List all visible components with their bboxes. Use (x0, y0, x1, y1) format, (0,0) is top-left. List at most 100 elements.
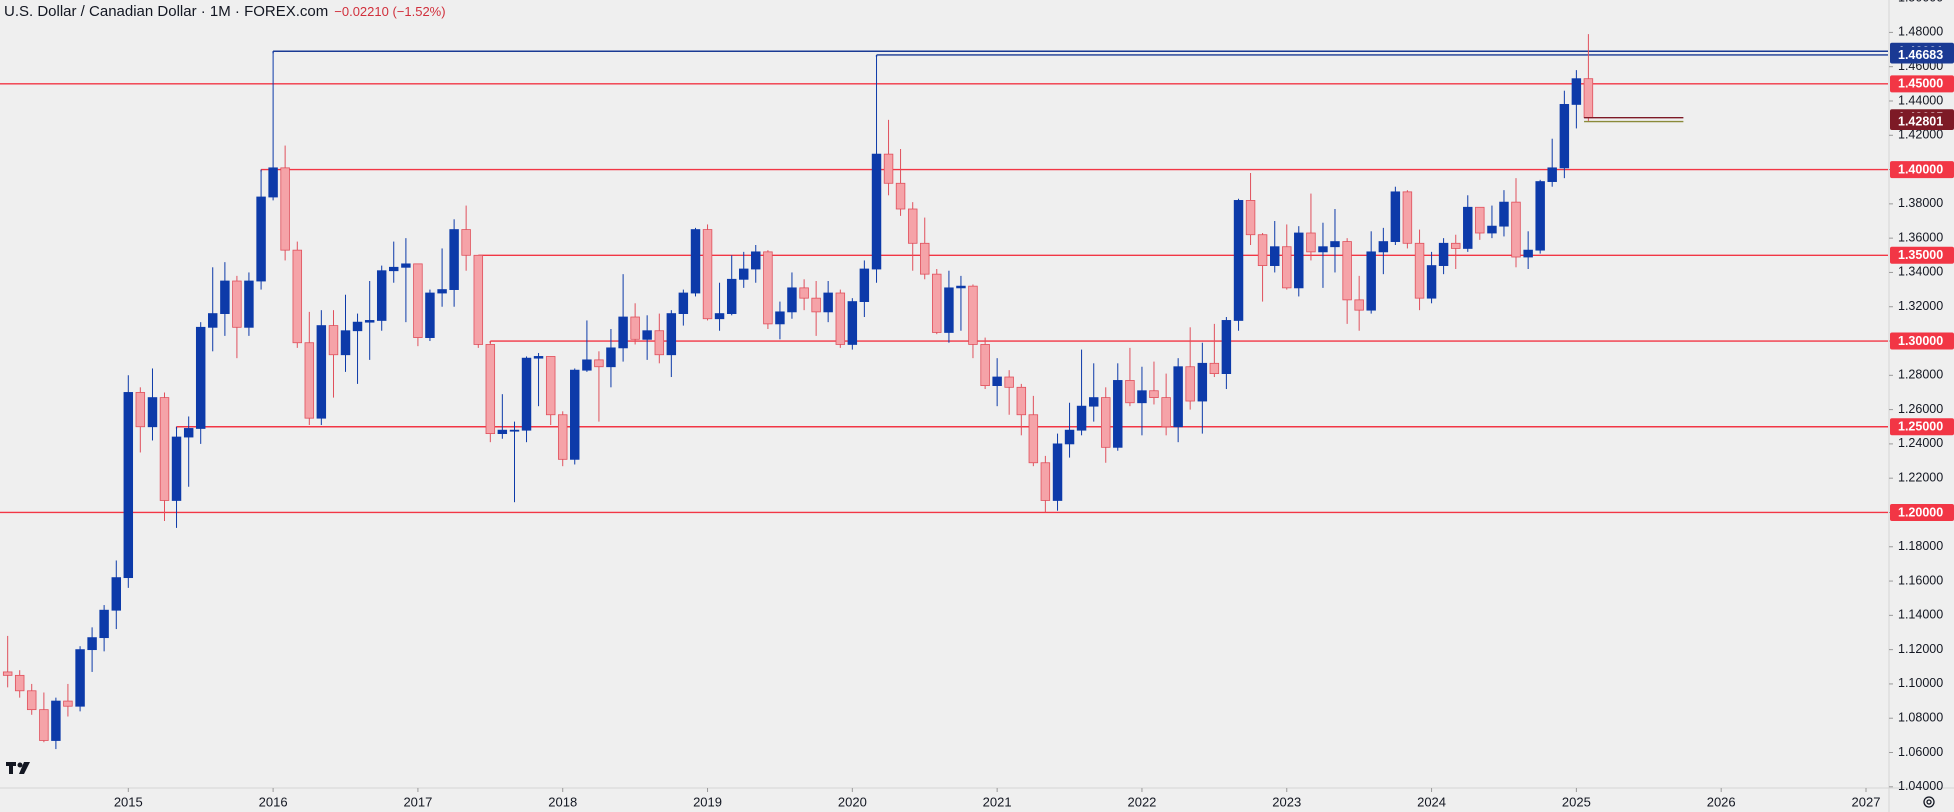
candle-body (763, 251, 773, 325)
candle-up (99, 605, 109, 652)
candle-body (1028, 414, 1039, 464)
candle-up (1233, 198, 1244, 331)
price-label-box (1890, 503, 1954, 521)
candle-up (1270, 221, 1280, 273)
candle-body (1101, 397, 1111, 448)
price-label-text: 1.25000 (1898, 420, 1943, 434)
candle-body (1076, 405, 1087, 431)
candle-body (401, 263, 411, 268)
candle-down (1161, 373, 1171, 436)
candle-up (268, 51, 278, 201)
y-tick-label: 1.16000 (1898, 573, 1943, 587)
candle-body (570, 369, 580, 460)
candle-body (292, 249, 303, 344)
candle-body (389, 266, 399, 272)
candle-up (1426, 251, 1437, 304)
candle-body (75, 649, 85, 707)
candle-body (1197, 362, 1208, 402)
candle-body (1354, 299, 1364, 311)
candle-body (895, 182, 906, 210)
candle-body (244, 280, 254, 328)
candle-body (1004, 376, 1014, 388)
candle-body (968, 285, 978, 345)
candle-up (690, 227, 701, 297)
y-tick-label: 1.38000 (1898, 196, 1943, 210)
settings-icon[interactable] (1923, 796, 1935, 808)
candle-down (1451, 234, 1461, 270)
candle-body (654, 330, 665, 356)
y-tick-label: 1.12000 (1898, 642, 1943, 656)
candle-body (992, 376, 1002, 386)
price-label-box (1890, 46, 1954, 64)
candle-down (835, 289, 846, 348)
y-tick-label: 1.18000 (1898, 539, 1943, 553)
x-tick-label: 2024 (1417, 794, 1446, 809)
candle-down (304, 311, 315, 426)
candle-down (811, 281, 821, 336)
candle-up (1052, 433, 1063, 511)
x-tick-label: 2017 (403, 794, 432, 809)
y-tick-label: 1.36000 (1898, 230, 1943, 244)
candle-body (751, 251, 761, 270)
candle-body (1511, 201, 1521, 258)
candle-up (956, 275, 966, 331)
candle-up (859, 260, 870, 318)
candle-body (485, 344, 496, 435)
candle-body (944, 287, 954, 333)
candle-up (256, 169, 266, 290)
candle-body (1475, 206, 1485, 234)
candle-body (1330, 241, 1340, 248)
y-tick-label: 1.24000 (1898, 436, 1943, 450)
candle-body (1366, 251, 1376, 311)
candle-body (787, 287, 797, 313)
candle-body (1426, 265, 1437, 299)
candle-up (726, 255, 737, 316)
candle-down (39, 692, 49, 743)
candle-down (702, 224, 713, 321)
candle-body (328, 325, 339, 356)
x-tick-label: 2021 (983, 794, 1012, 809)
candle-down (1245, 172, 1256, 246)
candle-body (352, 321, 363, 332)
candle-up (944, 270, 954, 343)
candle-down (461, 205, 471, 271)
candle-up (775, 301, 785, 340)
candle-down (630, 303, 640, 345)
y-tick-label: 1.04000 (1898, 779, 1943, 793)
candle-body (956, 285, 966, 289)
candle-body (183, 428, 194, 438)
candle-down (799, 279, 809, 311)
candle-up (171, 426, 182, 528)
candle-body (256, 196, 266, 282)
candle-body (702, 229, 713, 320)
candle-body (545, 356, 556, 416)
price-label-box (1890, 332, 1954, 350)
candle-body (1185, 366, 1195, 402)
candle-down (63, 683, 73, 717)
candle-body (497, 429, 508, 435)
candle-up (389, 241, 399, 283)
candle-up (244, 272, 254, 336)
candle-body (1040, 462, 1051, 501)
candle-body (1161, 397, 1171, 428)
candle-body (618, 316, 628, 349)
candle-body (1052, 443, 1063, 501)
candle-body (364, 320, 375, 323)
candle-body (509, 429, 520, 432)
candle-body (159, 397, 170, 501)
candle-body (39, 709, 49, 741)
candle-body (726, 278, 737, 314)
candle-body (847, 301, 858, 345)
candle-up (1535, 179, 1545, 254)
candle-body (1257, 234, 1268, 266)
candle-body (1499, 201, 1509, 227)
candle-body (775, 311, 785, 325)
y-tick-label: 1.06000 (1898, 745, 1943, 759)
candle-body (1089, 397, 1099, 407)
candle-body (1209, 362, 1220, 374)
candle-up (751, 245, 761, 283)
x-tick-label: 2026 (1707, 794, 1736, 809)
price-label-text: 1.30000 (1898, 334, 1943, 348)
candle-up (123, 375, 134, 588)
candle-body (666, 313, 677, 356)
